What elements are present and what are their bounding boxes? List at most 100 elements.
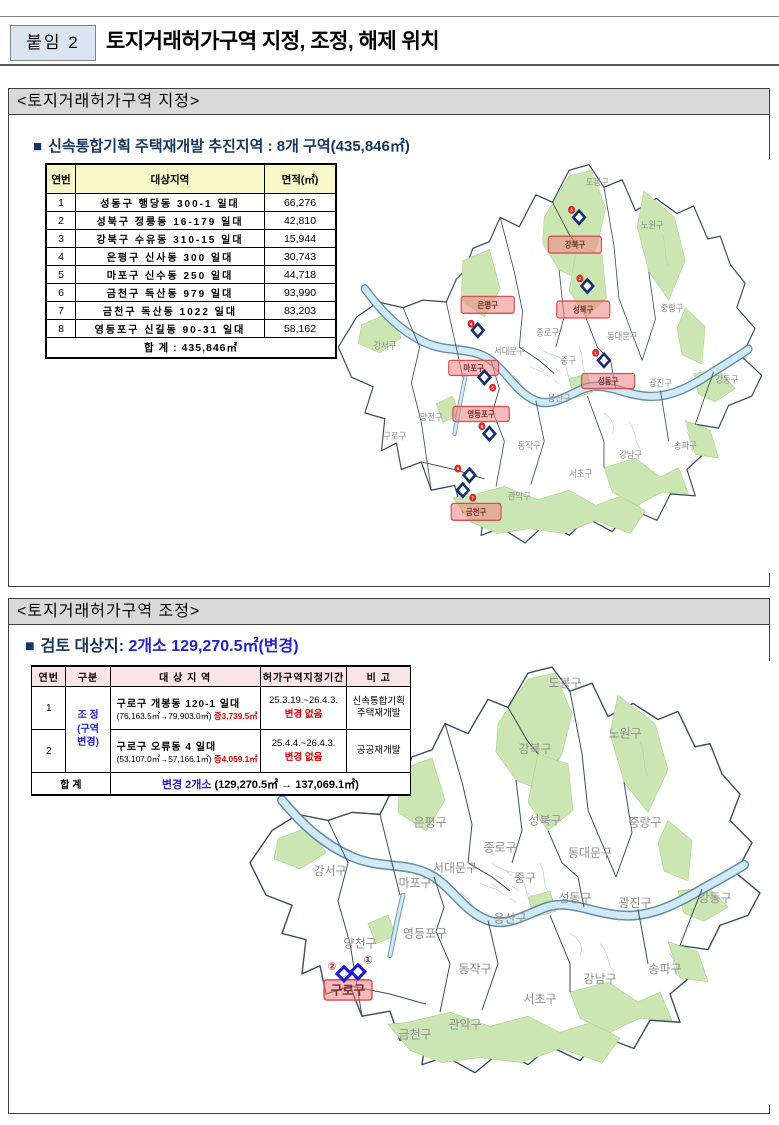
district-label: 중구: [561, 356, 576, 367]
row-number: 1: [45, 193, 76, 212]
district-label: 노원구: [608, 727, 641, 741]
row-number: 6: [45, 283, 76, 302]
row-number: 2: [30, 729, 67, 773]
row-area: 금천구 독산동 1022 일대: [75, 301, 265, 320]
section-designation-body: ■ 신속통합기획 주택재개발 추진지역 : 8개 구역(435,846㎡) 연번 …: [9, 115, 770, 586]
table-header-row: 연번 구분 대 상 지 역 허가구역지정기간 비 고: [30, 665, 411, 687]
table-row: 2 성북구 정릉동 16-179 일대 42,810: [45, 211, 337, 230]
row-size: 30,743: [264, 247, 337, 266]
row-area-main: 구로구 개봉동 120-1 일대: [116, 698, 241, 710]
row-size: 93,990: [264, 283, 337, 302]
district-label: 동대문구: [568, 846, 612, 860]
district-label: 강서구: [373, 341, 396, 352]
marker-number: 3: [570, 207, 573, 212]
district-highlight-label: 영등포구: [467, 409, 495, 420]
designation-table: 연번 대상지역 면적(㎡) 1 성동구 행당동 300-1 일대 66,276: [45, 163, 337, 359]
row-note: 신속통합기획 주택재개발: [346, 686, 411, 730]
location-diamond-marker: [455, 481, 471, 499]
district-label: 영등포구: [403, 926, 447, 940]
marker-number-badge: [478, 422, 486, 431]
row-size: 58,162: [264, 319, 337, 338]
district-label: 동작구: [518, 440, 541, 451]
district-label: 강동구: [698, 891, 731, 905]
district-label: 중랑구: [661, 302, 684, 314]
t1-header-no: 연번: [45, 163, 76, 194]
t2-total-blue: 변경 2개소: [161, 778, 212, 791]
location-diamond-marker: [470, 321, 486, 339]
marker-number: 8: [481, 424, 484, 429]
row-area: 강북구 수유동 310-15 일대: [75, 229, 265, 248]
marker-number-badge: [576, 274, 584, 283]
row-period: 25.4.4.~26.4.3. 변경 없음: [259, 729, 348, 773]
marker-number-badge: [454, 464, 462, 473]
marker-number-badge: [489, 383, 497, 392]
district-label: 강남구: [619, 450, 642, 461]
row-area-delta: 증4,059.1㎡: [213, 753, 258, 764]
t1-total: 합 계 : 435,846㎡: [45, 337, 337, 359]
district-label: 금천구: [398, 1026, 431, 1041]
section-designation-title: <토지거래허가구역 지정>: [9, 89, 769, 115]
district-highlight-box: [460, 295, 515, 314]
district-label: 관악구: [448, 1017, 481, 1031]
table-row: 2 구로구 오류동 4 일대 (53,107.0㎡→57,166.1㎡) 증4,…: [30, 729, 411, 773]
district-highlight-box: [450, 502, 502, 521]
row-number: 7: [45, 301, 76, 320]
district-label: 용산구: [548, 393, 571, 404]
district-label: 서대문구: [433, 861, 477, 875]
section2-heading-prefix: 검토 대상지:: [40, 638, 125, 655]
t1-header-size: 면적(㎡): [264, 163, 337, 194]
table-row: 4 은평구 신사동 300 일대 30,743: [45, 247, 337, 266]
row-note: 공공재개발: [346, 729, 411, 773]
row-area: 영등포구 신길동 90-31 일대: [75, 319, 265, 338]
marker-number: 7: [472, 495, 475, 500]
table-header-row: 연번 대상지역 면적(㎡): [45, 163, 337, 194]
district-label: 송파구: [648, 962, 681, 976]
row-number: 8: [45, 319, 76, 338]
district-highlight-label: 성동구: [598, 376, 619, 387]
marker-number: 2: [579, 276, 582, 281]
district-label: 양천구: [420, 412, 443, 423]
row-size: 66,276: [264, 193, 337, 212]
marker-number: ②: [327, 961, 336, 973]
marker-number: 6: [457, 466, 460, 471]
table-total-row: 합 계 : 435,846㎡: [45, 337, 337, 359]
row-size: 15,944: [264, 229, 337, 248]
district-label: 도봉구: [548, 676, 581, 690]
row-period-note: 변경 없음: [284, 752, 323, 763]
t1-header-area: 대상지역: [75, 163, 265, 194]
table-row: 7 금천구 독산동 1022 일대 83,203: [45, 301, 337, 320]
district-highlight-box: [547, 235, 603, 254]
square-bullet-icon: ■: [33, 138, 43, 155]
location-diamond-marker: [571, 208, 587, 226]
row-area-detail: (76,163.5㎡→79,903.0㎡) 증3,739.5㎡: [116, 710, 258, 721]
district-label: 도봉구: [586, 177, 609, 188]
district-highlight-label: 금천구: [466, 506, 487, 517]
location-diamond-marker: [348, 962, 368, 982]
row-gubun: 조 정 (구역 변경): [65, 686, 111, 773]
district-label: 은평구: [413, 815, 446, 829]
district-label: 마포구: [398, 876, 431, 890]
table-row: 1 성동구 행당동 300-1 일대 66,276: [45, 193, 337, 212]
t2-header-area: 대 상 지 역: [109, 665, 261, 687]
marker-number-badge: [469, 493, 477, 502]
square-bullet-icon: ■: [25, 638, 35, 655]
section-designation: <토지거래허가구역 지정> ■ 신속통합기획 주택재개발 추진지역 : 8개 구역…: [8, 88, 770, 587]
district-label: 성동구: [558, 891, 591, 905]
location-diamond-marker: [579, 277, 595, 295]
row-size: 83,203: [264, 301, 337, 320]
location-diamond-marker: [334, 964, 354, 984]
row-area: 구로구 오류동 4 일대 (53,107.0㎡→57,166.1㎡) 증4,05…: [109, 729, 261, 773]
section1-heading-text: 신속통합기획 주택재개발 추진지역 : 8개 구역(435,846㎡): [48, 138, 410, 155]
t2-header-note: 비 고: [346, 665, 411, 687]
t2-header-no: 연번: [30, 665, 67, 687]
row-area: 마포구 신수동 250 일대: [75, 265, 265, 284]
header-divider: [0, 64, 779, 66]
marker-number-badge: [568, 205, 576, 214]
row-area: 은평구 신사동 300 일대: [75, 247, 265, 266]
section-adjustment: <토지거래허가구역 조정> ■ 검토 대상지: 2개소 129,270.5㎡(변경…: [8, 598, 770, 1114]
district-label: 관악구: [508, 490, 531, 502]
district-highlight-label: 강북구: [565, 239, 586, 250]
table-row: 5 마포구 신수동 250 일대 44,718: [45, 265, 337, 284]
t2-total-value: 변경 2개소 (129,270.5㎡ → 137,069.1㎡): [109, 772, 412, 796]
